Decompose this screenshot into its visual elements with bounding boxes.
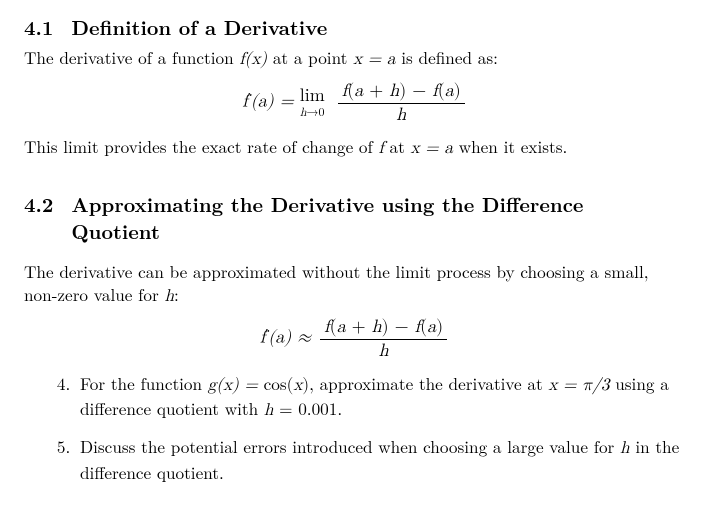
section-4-1-intro: The derivative of a function f(x) at a p… xyxy=(24,46,686,72)
section-heading-4-1: 4.1 Definition of a Derivative xyxy=(24,14,686,40)
fraction-denominator: h xyxy=(320,340,447,362)
math-args: (a + h) − xyxy=(347,82,432,100)
lim-sub-arrow: → xyxy=(307,103,319,120)
math-arg: (a) ≈ xyxy=(268,329,317,347)
math-f-of-x: f(x) xyxy=(239,51,267,68)
spacer xyxy=(24,250,686,256)
text: : xyxy=(174,282,179,306)
fraction-denominator: h xyxy=(338,104,465,126)
fraction: f(a + h) − f(a) h xyxy=(320,316,447,361)
lim-sub-zero: 0 xyxy=(319,103,325,120)
text: For the function xyxy=(80,371,208,395)
section-number: 4.2 xyxy=(24,191,53,217)
exercise-list: For the function g(x) = cos(x), approxim… xyxy=(24,372,686,484)
section-title: Definition of a Derivative xyxy=(71,14,327,40)
list-item: Discuss the potential errors introduced … xyxy=(76,435,686,483)
equation-derivative-definition: f′(a) = lim h→0 f(a + h) − f(a) h xyxy=(24,80,686,125)
cos-arg: (x) xyxy=(287,377,309,394)
section-4-2-intro: The derivative can be approximated witho… xyxy=(24,260,686,308)
text: The derivative of a function xyxy=(24,45,239,69)
text: at a point xyxy=(267,45,353,69)
math-args: (a + h) − xyxy=(330,318,415,336)
section-title: Approximating the Derivative using the D… xyxy=(71,191,651,244)
list-item: For the function g(x) = cos(x), approxim… xyxy=(76,372,686,423)
math-args: (a) xyxy=(438,82,461,100)
section-number: 4.1 xyxy=(24,14,53,40)
fraction-numerator: f(a + h) − f(a) xyxy=(320,316,447,340)
fraction: f(a + h) − f(a) h xyxy=(338,80,465,125)
math-h: h xyxy=(620,440,630,457)
section-heading-4-2: 4.2 Approximating the Derivative using t… xyxy=(24,191,686,244)
math-h-val: h = 0.001 xyxy=(264,402,338,419)
section-4-1-after: This limit provides the exact rate of ch… xyxy=(24,135,686,161)
text: The derivative can be approximated witho… xyxy=(24,259,649,306)
lim-word: lim xyxy=(300,86,325,104)
text: , approximate the derivative at xyxy=(309,371,548,395)
text: when it exists. xyxy=(453,134,567,158)
math-h: h xyxy=(164,288,174,305)
text: is defined as: xyxy=(396,45,498,69)
fraction-numerator: f(a + h) − f(a) xyxy=(338,80,465,104)
text: This limit provides the exact rate of ch… xyxy=(24,134,379,158)
lim-sub-h: h xyxy=(300,107,307,119)
page: 4.1 Definition of a Derivative The deriv… xyxy=(0,0,710,513)
equation-difference-quotient: f′(a) ≈ f(a + h) − f(a) h xyxy=(24,316,686,361)
cos-word: cos xyxy=(264,371,287,395)
text: . xyxy=(337,396,342,420)
math-arg: (a) = xyxy=(251,93,300,111)
math-x-eq-a: x = a xyxy=(411,140,453,157)
text: at xyxy=(384,134,411,158)
limit-operator: lim h→0 xyxy=(300,86,325,120)
text: Discuss the potential errors introduced … xyxy=(80,434,620,458)
math-x-eq-a: x = a xyxy=(353,51,395,68)
math-x-eq-pi-3: x = π/3 xyxy=(548,377,609,394)
math-g-of-x: g(x) = xyxy=(208,377,264,394)
lim-subscript: h→0 xyxy=(300,105,325,120)
math-args: (a) xyxy=(420,318,443,336)
